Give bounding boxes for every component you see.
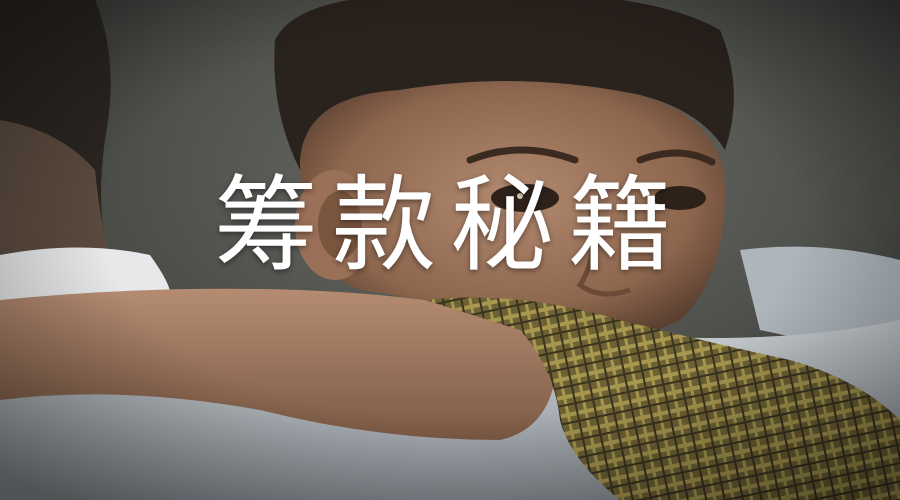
banner-title: 筹款秘籍 (213, 164, 686, 286)
